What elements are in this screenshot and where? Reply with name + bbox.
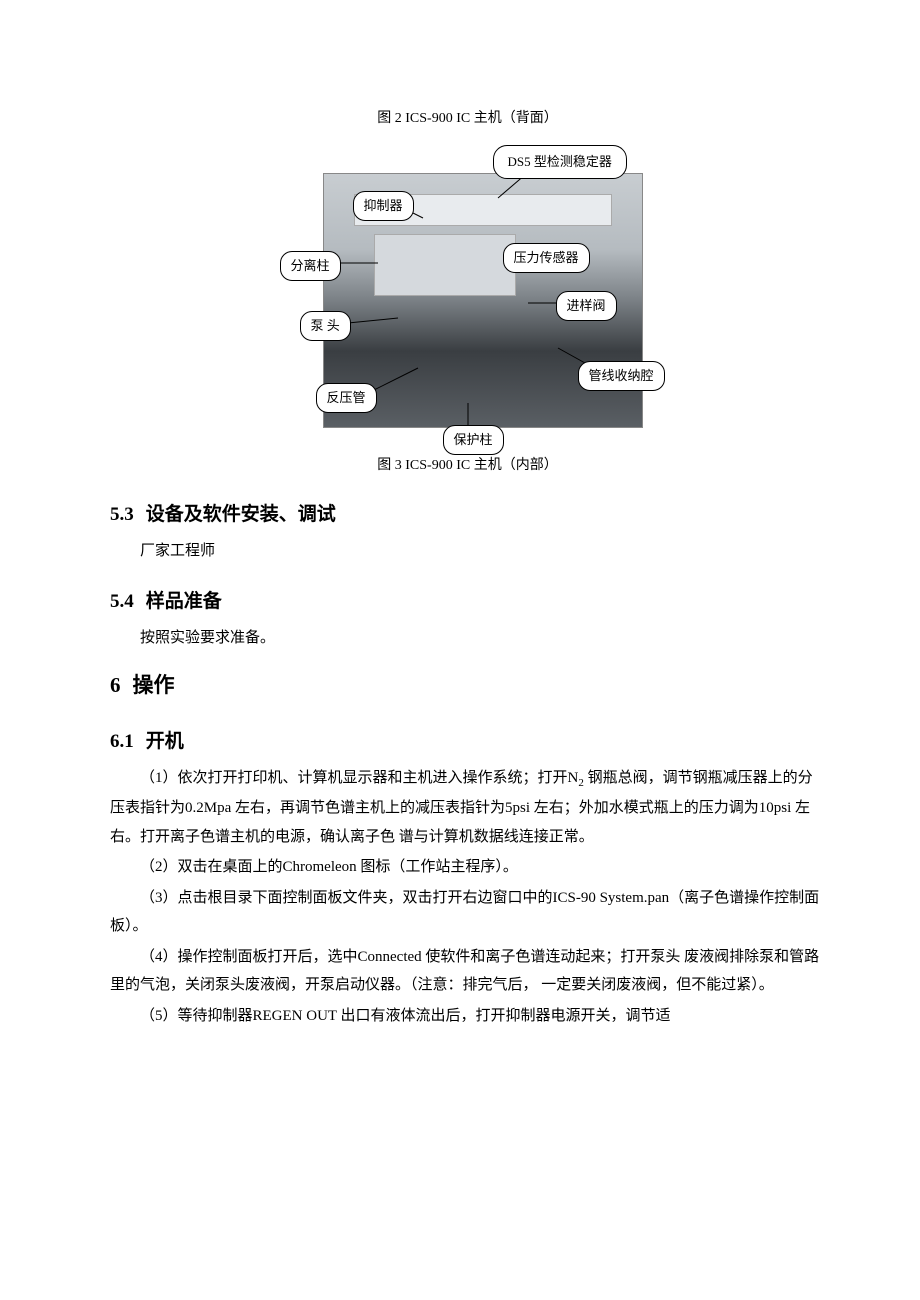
section-5-3-heading: 5.3 设备及软件安装、调试	[110, 497, 825, 533]
label-pressure: 压力传感器	[503, 243, 590, 274]
p-6-1-1a: （1）依次打开打印机、计算机显示器和主机进入操作系统；打开N	[140, 770, 578, 786]
p-6-1-4: （4）操作控制面板打开后，选中Connected 使软件和离子色谱连动起来；打开…	[110, 943, 825, 1000]
section-6-num: 6	[110, 673, 121, 697]
section-5-4-num: 5.4	[110, 591, 134, 612]
p-6-1-1: （1）依次打开打印机、计算机显示器和主机进入操作系统；打开N2 钢瓶总阀，调节钢…	[110, 764, 825, 851]
section-6-1-num: 6.1	[110, 731, 134, 752]
p-6-1-3: （3）点击根目录下面控制面板文件夹，双击打开右边窗口中的ICS-90 Syste…	[110, 884, 825, 941]
label-ds5: DS5 型检测稳定器	[493, 145, 627, 180]
p-6-1-5: （5）等待抑制器REGEN OUT 出口有液体流出后，打开抑制器电源开关，调节适	[110, 1002, 825, 1031]
label-guard: 保护柱	[443, 425, 504, 456]
label-tubing: 管线收纳腔	[578, 361, 665, 392]
label-inject: 进样阀	[556, 291, 617, 322]
section-5-3-body: 厂家工程师	[110, 537, 825, 566]
figure3-diagram: DS5 型检测稳定器 抑制器 分离柱 泵 头 反压管 保护柱 管线收纳腔 进样阀…	[268, 143, 668, 443]
section-5-3-num: 5.3	[110, 504, 134, 525]
section-5-4-title: 样品准备	[146, 591, 222, 612]
section-5-4-heading: 5.4 样品准备	[110, 584, 825, 620]
label-column: 分离柱	[280, 251, 341, 282]
p-6-1-2: （2）双击在桌面上的Chromeleon 图标（工作站主程序）。	[110, 853, 825, 882]
section-5-3-title: 设备及软件安装、调试	[146, 504, 336, 525]
label-suppressor: 抑制器	[353, 191, 414, 222]
label-backpressure: 反压管	[316, 383, 377, 414]
section-6-title: 操作	[133, 673, 175, 697]
section-6-1-title: 开机	[146, 731, 184, 752]
label-pump: 泵 头	[300, 311, 351, 342]
section-6-1-heading: 6.1 开机	[110, 724, 825, 760]
figure2-caption: 图 2 ICS-900 IC 主机（背面）	[110, 106, 825, 133]
section-6-heading: 6 操作	[110, 666, 825, 706]
figure3-caption: 图 3 ICS-900 IC 主机（内部）	[110, 453, 825, 480]
section-5-4-body: 按照实验要求准备。	[110, 624, 825, 653]
